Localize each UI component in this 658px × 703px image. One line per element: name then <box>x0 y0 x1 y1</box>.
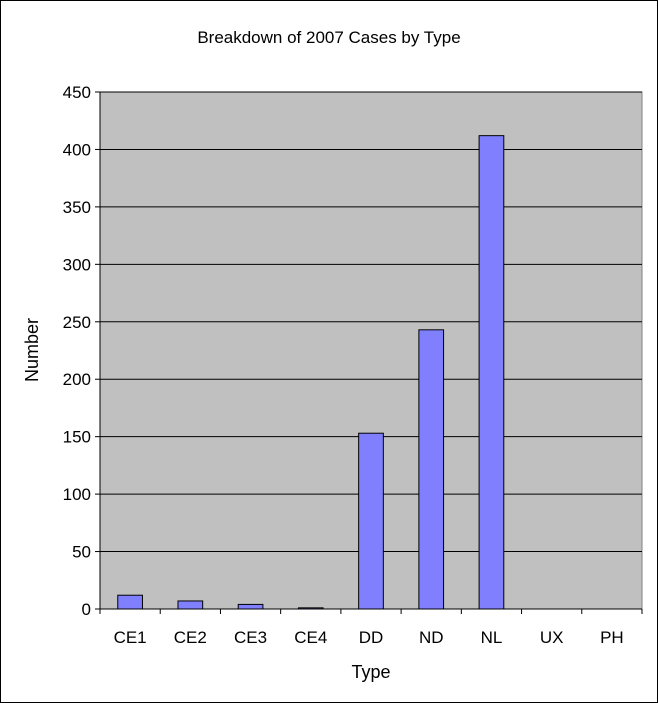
y-tick-label: 0 <box>82 600 91 619</box>
x-tick-label: CE1 <box>114 628 147 647</box>
x-tick-label: CE2 <box>174 628 207 647</box>
y-tick-label: 300 <box>63 255 91 274</box>
y-tick-label: 350 <box>63 198 91 217</box>
y-tick-label: 450 <box>63 83 91 102</box>
bar-dd <box>358 432 384 610</box>
bar-nd <box>418 329 445 610</box>
y-tick-label: 200 <box>63 370 91 389</box>
x-tick-label: UX <box>540 628 564 647</box>
x-axis-label: Type <box>351 662 390 682</box>
bar-ce3 <box>237 603 264 610</box>
x-tick-label: CE4 <box>294 628 327 647</box>
y-axis-label: Number <box>22 318 42 382</box>
chart-title: Breakdown of 2007 Cases by Type <box>197 28 460 47</box>
y-tick-label: 100 <box>63 485 91 504</box>
y-tick-label: 150 <box>63 428 91 447</box>
x-tick-label: ND <box>419 628 444 647</box>
x-tick-label: DD <box>359 628 384 647</box>
y-tick-label: 250 <box>63 313 91 332</box>
x-tick-label: CE3 <box>234 628 267 647</box>
y-axis-ticks: 0 50 100 150 200 250 300 350 400 450 <box>63 83 100 619</box>
y-tick-label: 400 <box>63 140 91 159</box>
y-tick-label: 50 <box>72 543 91 562</box>
x-tick-label: PH <box>600 628 624 647</box>
bars <box>117 135 505 610</box>
bar-nl <box>478 135 505 610</box>
bar-ce2 <box>177 600 204 610</box>
x-axis-ticks: CE1 CE2 CE3 CE4 DD ND NL UX PH <box>99 609 643 647</box>
bar-ce1 <box>117 594 143 610</box>
x-tick-label: NL <box>481 628 503 647</box>
